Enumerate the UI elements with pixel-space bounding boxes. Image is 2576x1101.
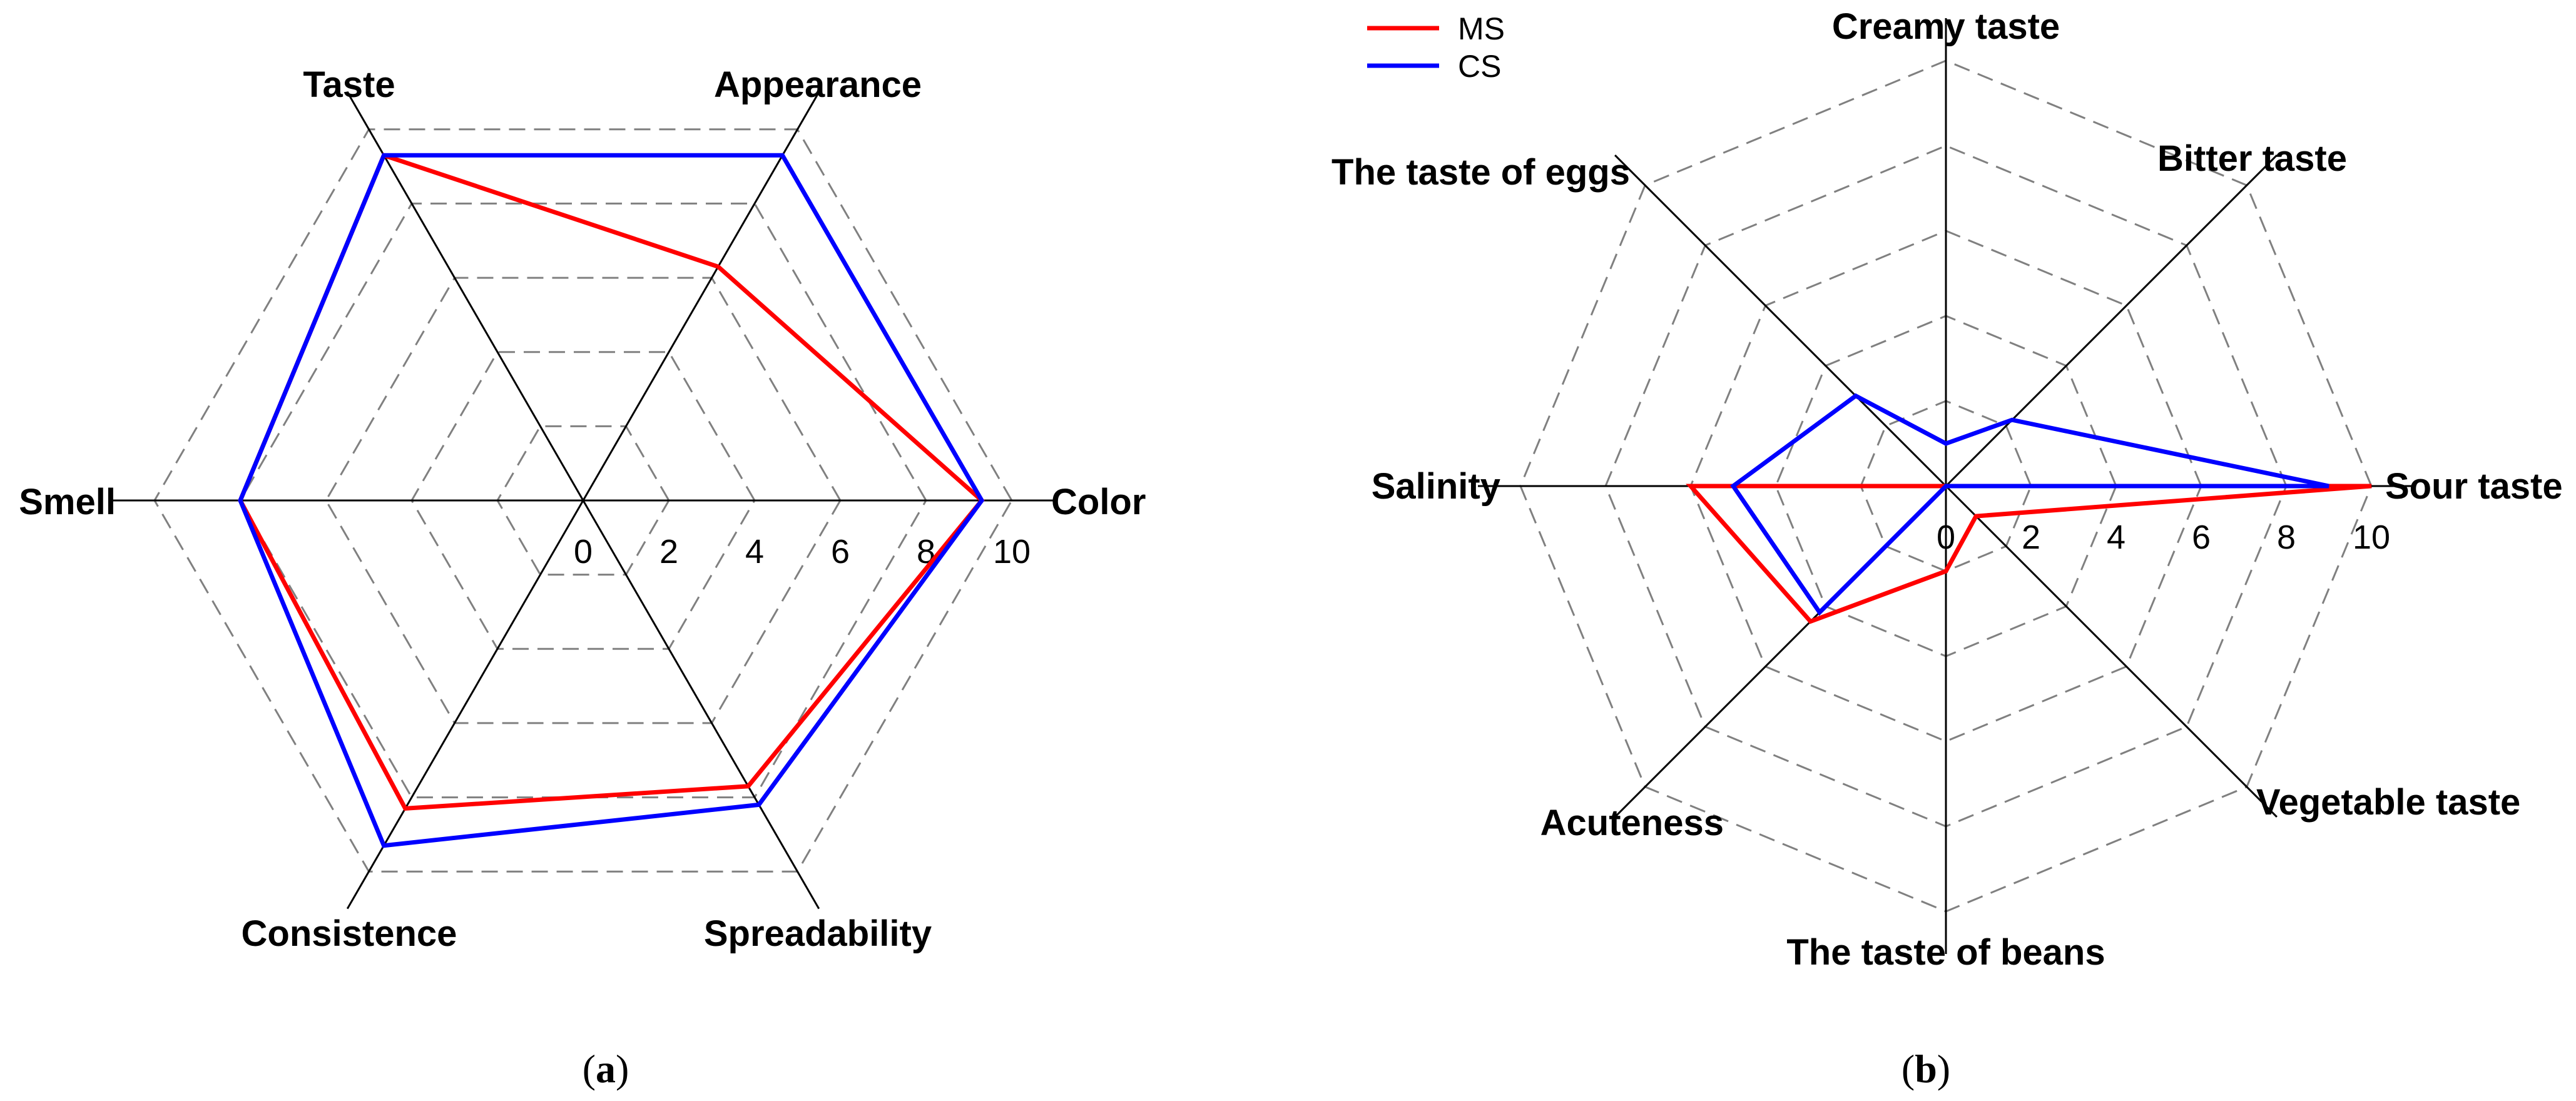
axis-label-the-taste-of-beans: The taste of beans [1786, 932, 2105, 973]
tick-label: 2 [2022, 519, 2040, 556]
axis-label-appearance: Appearance [714, 64, 922, 105]
axis-label-vegetable-taste: Vegetable taste [2256, 782, 2520, 823]
axis-line-appearance [582, 91, 820, 501]
axis-label-acuteness: Acuteness [1540, 803, 1724, 843]
axis-label-color: Color [1051, 482, 1146, 522]
axis-label-salinity: Salinity [1372, 466, 1500, 507]
tick-label: 10 [993, 533, 1031, 571]
axis-line-bitter-taste [1945, 155, 2278, 487]
grid [111, 91, 1055, 910]
axis-label-bitter-taste: Bitter taste [2157, 138, 2347, 179]
panel-label-a: (a) [583, 1047, 629, 1091]
axis-label-smell: Smell [19, 482, 116, 522]
tick-label: 6 [2192, 519, 2211, 556]
radar-chart-a: 0 2 4 6 8 10ColorAppearanceTasteSmellConsiste… [19, 64, 1146, 954]
series-cs-polygon [238, 153, 985, 848]
axis-label-the-taste-of-eggs: The taste of eggs [1331, 152, 1630, 193]
series-ms-polygon [238, 152, 985, 811]
axis-label-sour-taste: Sour taste [2385, 466, 2563, 507]
axis-label-creamy-taste: Creamy taste [1832, 6, 2060, 47]
axis-line-consistence [346, 500, 584, 910]
tick-label: 0 [574, 533, 593, 571]
axis-line-spreadability [582, 500, 820, 910]
tick-label: 0 [1937, 519, 1955, 556]
series-cs-polygon [1730, 393, 2329, 616]
axis-line-vegetable-taste [1945, 485, 2278, 818]
tick-label: 10 [2353, 519, 2390, 556]
panel-label-b: (b) [1901, 1047, 1950, 1091]
axis-label-consistence: Consistence [242, 913, 457, 954]
legend-label-ms: MS [1458, 11, 1505, 46]
tick-label: 8 [2277, 519, 2296, 556]
tick-label: 4 [745, 533, 764, 571]
tick-label: 2 [659, 533, 678, 571]
tick-label: 6 [831, 533, 850, 571]
tick-label: 4 [2107, 519, 2125, 556]
legend-label-cs: CS [1458, 49, 1501, 84]
axis-label-taste: Taste [303, 64, 395, 105]
axis-line-the-taste-of-eggs [1614, 155, 1947, 487]
axis-label-spreadability: Spreadability [704, 913, 932, 954]
radar-chart-b: 0 2 4 6 8 10 Sour taste Bitter taste Creamy tast… [1331, 6, 2563, 973]
axis-line-taste [347, 91, 584, 501]
